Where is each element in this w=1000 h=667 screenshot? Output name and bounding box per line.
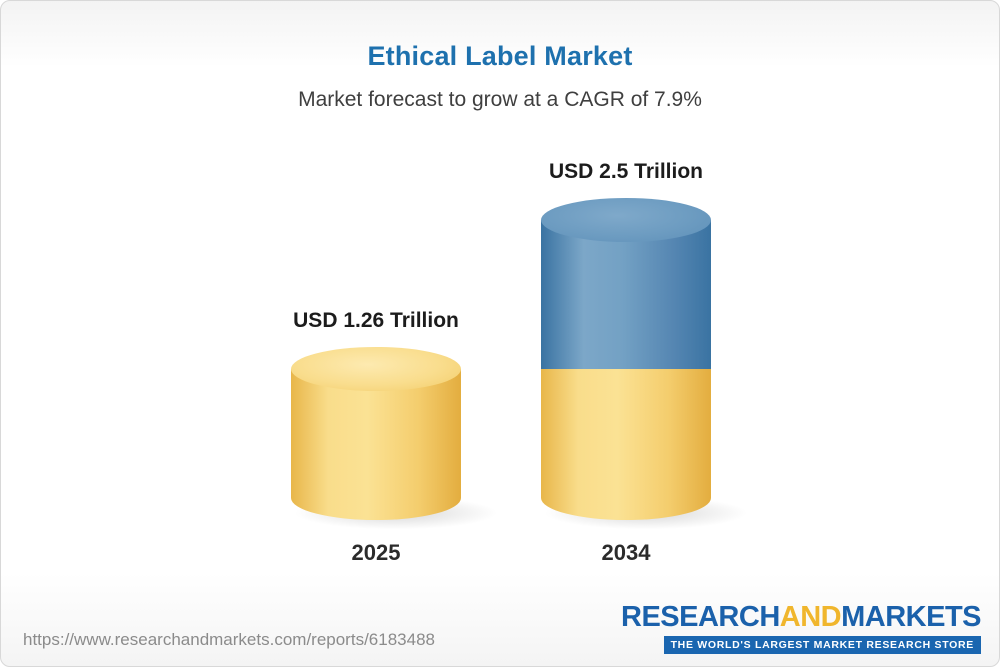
bar-2034-top-ellipse: [541, 198, 711, 243]
bar-2034-segment-blue: [541, 220, 711, 369]
bar-group-2025: USD 1.26 Trillion 2025: [291, 308, 501, 566]
logo-word-research: RESEARCH: [621, 601, 780, 633]
bar-group-2034: USD 2.5 Trillion 2034: [541, 160, 751, 566]
category-label-2025: 2025: [351, 540, 401, 565]
category-label-2034: 2034: [601, 540, 651, 565]
logo-word-and: AND: [779, 601, 842, 633]
bar-2034: [541, 198, 751, 530]
chart-title: Ethical Label Market: [367, 41, 633, 71]
logo-word-markets: MARKETS: [841, 601, 981, 633]
report-url-link[interactable]: https://www.researchandmarkets.com/repor…: [23, 630, 435, 649]
logo-tagline: THE WORLD'S LARGEST MARKET RESEARCH STOR…: [663, 636, 981, 654]
value-label-2025: USD 1.26 Trillion: [293, 308, 459, 332]
bar-2025-top-ellipse: [291, 346, 461, 391]
bar-2025: [291, 346, 501, 530]
logo-wordmark: RESEARCHANDMARKETS: [621, 603, 981, 632]
chart-header: Ethical Label Market Market forecast to …: [1, 1, 999, 112]
chart-subtitle: Market forecast to grow at a CAGR of 7.9…: [298, 88, 702, 111]
bar-2025-segment: [291, 368, 461, 520]
bar-2034-segment-yellow: [541, 368, 711, 520]
value-label-2034: USD 2.5 Trillion: [548, 160, 704, 184]
research-and-markets-logo: RESEARCHANDMARKETS THE WORLD'S LARGEST M…: [621, 603, 981, 654]
